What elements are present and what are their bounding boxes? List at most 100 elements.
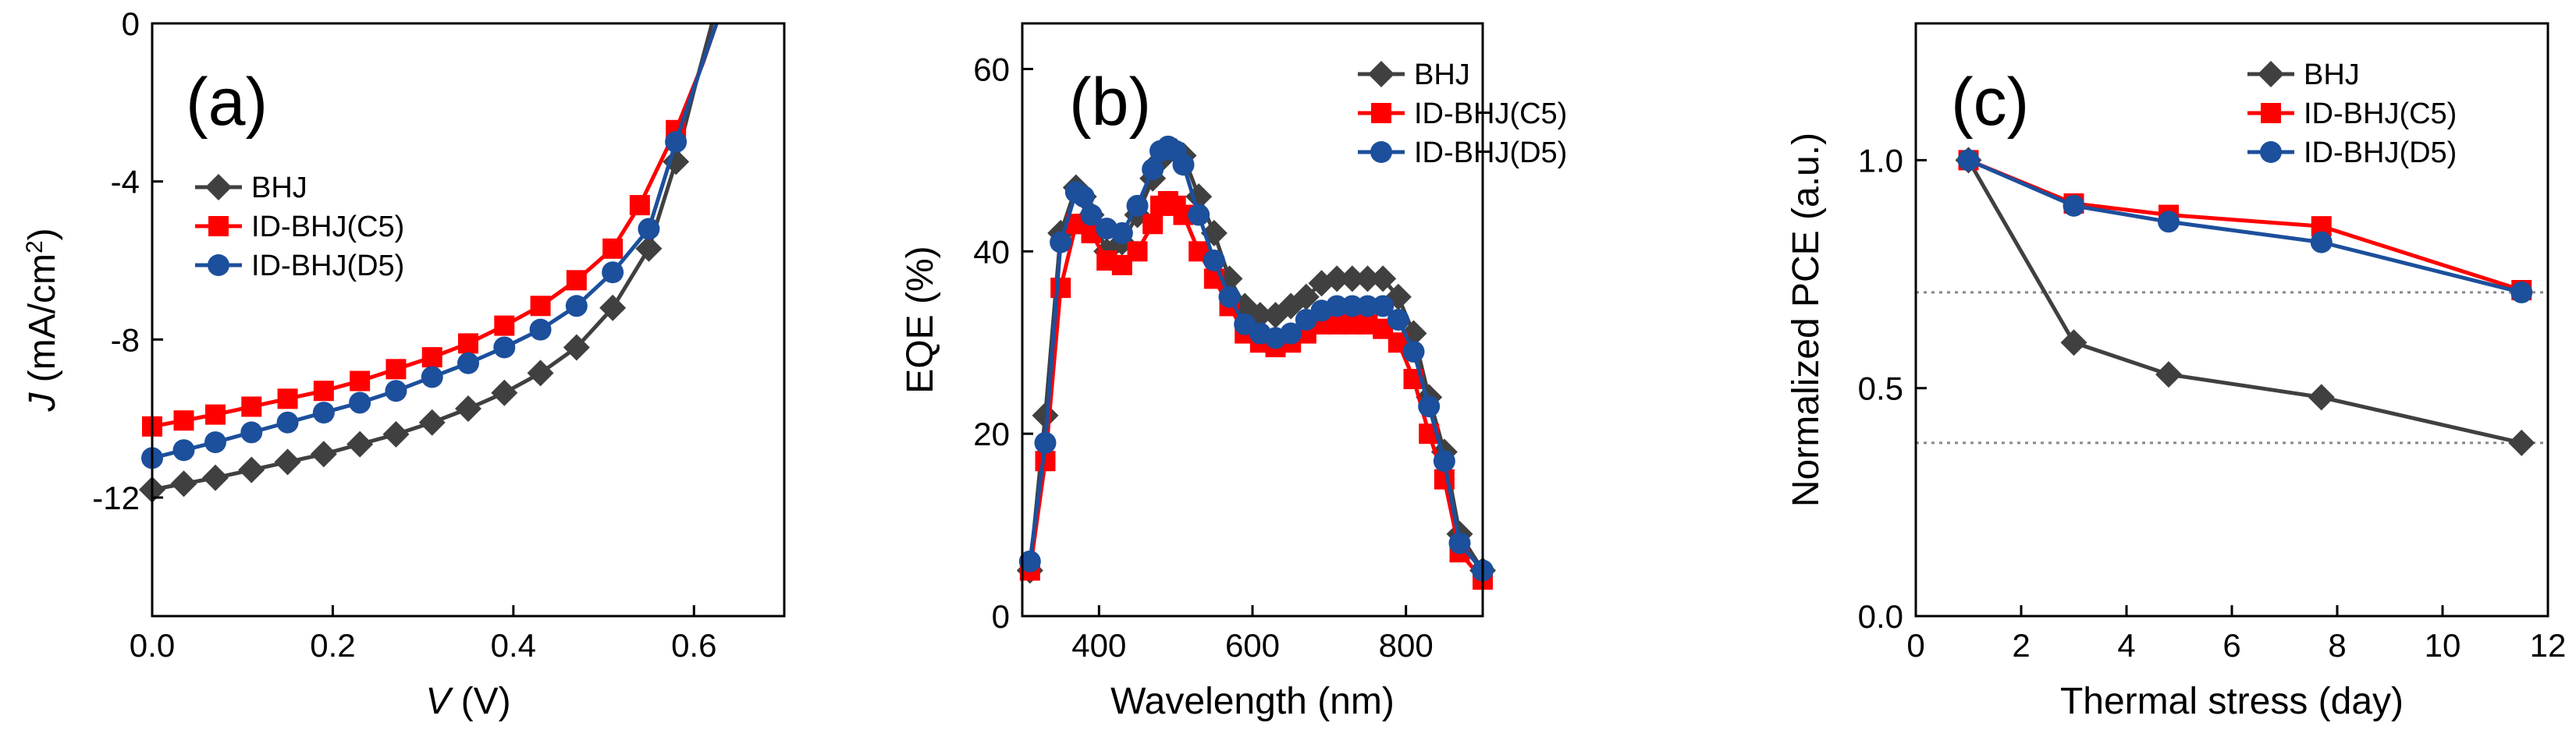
data-point (202, 464, 229, 491)
data-point (313, 381, 334, 402)
y-tick-label: 40 (973, 233, 1010, 270)
y-tick-label: 0.5 (1858, 370, 1903, 407)
data-point (205, 404, 226, 425)
data-point (563, 334, 590, 361)
legend-label: BHJ (2304, 58, 2360, 91)
x-tick-label: 0.4 (491, 627, 536, 664)
data-point (276, 411, 299, 434)
data-point (2158, 211, 2180, 233)
data-point (421, 366, 443, 388)
data-point (173, 410, 194, 431)
data-point (241, 396, 262, 417)
data-point (1032, 402, 1059, 429)
data-point (1188, 204, 1210, 226)
y-tick-label: 20 (973, 416, 1010, 452)
data-point (1341, 295, 1363, 317)
data-point (635, 235, 663, 262)
x-tick-label: 600 (1225, 627, 1280, 664)
data-point (310, 441, 337, 468)
data-point (385, 380, 407, 402)
data-point (238, 456, 265, 484)
legend-label: ID-BHJ(D5) (2304, 136, 2457, 169)
data-point (665, 131, 688, 153)
panel-a-chart: 0.0 0.2 0.4 0.6 0 -4 -8 -12 V (V) J (mA/cm2) (a) BH… (22, 5, 786, 722)
data-point (1110, 221, 1133, 244)
data-point (1203, 250, 1225, 271)
data-point (2508, 429, 2535, 456)
x-axis-label: Thermal stress (day) (2060, 681, 2404, 722)
data-point (1050, 278, 1071, 299)
data-point (2155, 361, 2182, 388)
y-axis-unit-end: ) (22, 228, 63, 240)
legend-label: ID-BHJ(D5) (251, 250, 404, 282)
data-point (1172, 154, 1195, 176)
legend-marker (2260, 141, 2282, 163)
data-point (455, 395, 481, 422)
legend-marker (1371, 103, 1391, 123)
data-point (599, 294, 627, 321)
y-tick-label: 0.0 (1858, 598, 1903, 635)
series-line-BHJ (1967, 159, 2522, 445)
x-tick-label: 0 (1906, 627, 1924, 664)
data-point (1387, 309, 1409, 331)
data-point (1402, 340, 1425, 363)
data-point (1326, 295, 1348, 317)
legend-marker (205, 174, 232, 200)
data-point (1142, 158, 1164, 181)
x-tick-label: 8 (2328, 627, 2346, 664)
series-line-ID-BHJ(D5) (1967, 158, 2522, 295)
data-point (1050, 231, 1072, 253)
data-point (1127, 241, 1148, 262)
data-point (1418, 395, 1441, 418)
data-point (382, 420, 410, 448)
data-point (1034, 431, 1057, 454)
y-axis-label: J (mA/cm2) (22, 228, 63, 412)
data-point (204, 431, 226, 454)
x-axis-label: Wavelength (nm) (1110, 681, 1395, 722)
data-point (457, 352, 479, 374)
x-axis-symbol: V (425, 681, 453, 722)
data-point (2510, 281, 2533, 303)
data-point (494, 315, 515, 336)
legend-marker (1368, 61, 1395, 87)
data-point (1434, 469, 1455, 490)
legend-label: ID-BHJ(C5) (1414, 97, 1567, 130)
data-point (346, 430, 374, 458)
data-point (421, 347, 442, 368)
x-tick-label: 2 (2012, 627, 2030, 664)
data-point (2310, 231, 2333, 253)
data-point (2063, 194, 2085, 217)
data-point (312, 402, 335, 424)
panel-b-chart: 400 600 800 0 20 40 60 Wavelength (nm) EQE (%) (b… (900, 22, 1567, 722)
panel-label: (b) (1069, 65, 1151, 140)
data-point (1356, 295, 1379, 317)
data-point (629, 195, 650, 216)
x-axis-unit: (V) (450, 681, 510, 722)
data-point (1072, 186, 1095, 208)
x-tick-label: 10 (2425, 627, 2461, 664)
x-tick-label: 6 (2222, 627, 2240, 664)
data-point (1280, 322, 1302, 345)
data-point (1080, 204, 1103, 226)
data-point (529, 318, 552, 341)
data-point (349, 391, 371, 414)
data-point (1142, 214, 1164, 235)
x-tick-label: 12 (2530, 627, 2567, 664)
plot-frame (151, 22, 786, 618)
data-point (2060, 329, 2087, 356)
y-tick-label: 1.0 (1858, 142, 1903, 179)
panel-c-chart: 0 2 4 6 8 10 12 0.0 0.5 1.0 Thermal stress (day) No… (1785, 22, 2567, 722)
data-point (2308, 384, 2335, 411)
data-point (1218, 285, 1241, 308)
y-tick-label: -8 (111, 321, 140, 358)
data-point (240, 421, 263, 444)
x-axis-label: V (V) (425, 681, 510, 722)
data-point (602, 261, 624, 284)
y-tick-label: 0 (122, 5, 140, 42)
data-point (172, 439, 195, 462)
data-point (1370, 265, 1397, 292)
y-tick-label: -4 (111, 164, 140, 200)
data-point (1372, 295, 1395, 317)
data-point (1292, 283, 1320, 310)
panel-label: (c) (1951, 65, 2029, 140)
